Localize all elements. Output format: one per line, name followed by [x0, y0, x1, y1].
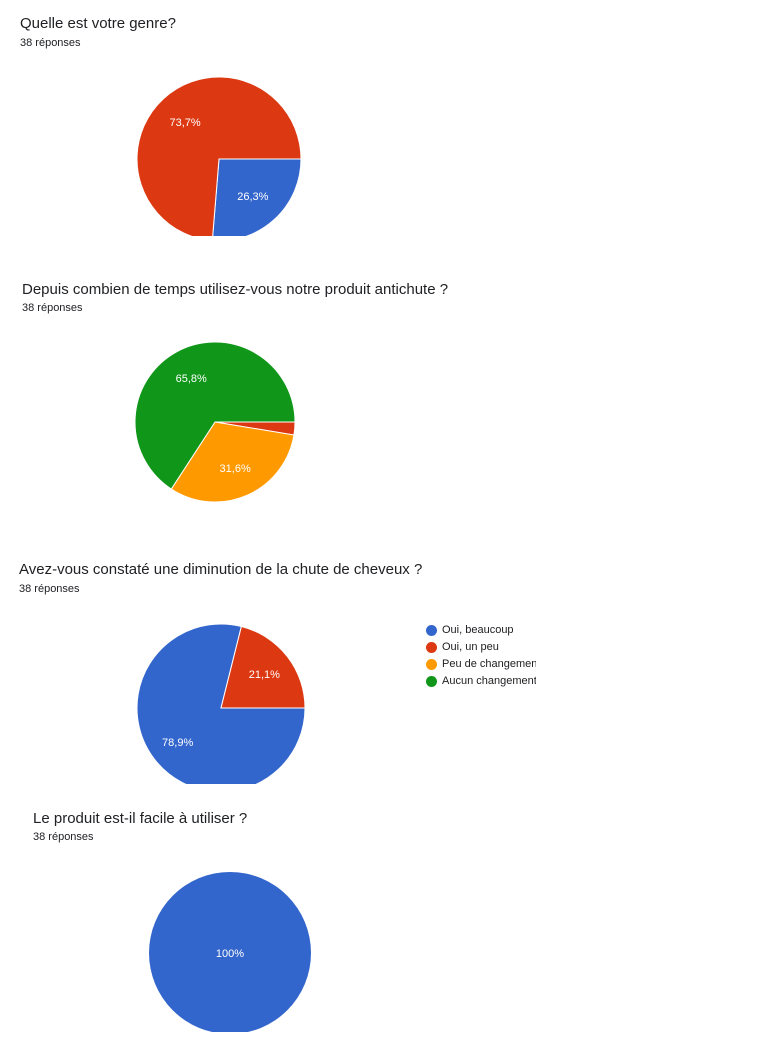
legend-label: Oui, un peu — [442, 641, 499, 653]
legend-dot-icon — [426, 676, 437, 687]
pie-chart: 31,6% 65,8% — [134, 341, 296, 503]
pie-chart: 100% — [149, 872, 311, 1032]
legend-dot-icon — [426, 659, 437, 670]
question-title: Quelle est votre genre? — [20, 15, 176, 32]
question-title: Le produit est-il facile à utiliser ? — [33, 810, 248, 827]
pie-slice-1[interactable] — [212, 158, 302, 236]
legend-item[interactable]: Peu de changement — [426, 656, 536, 673]
slice-label: 73,7% — [170, 117, 201, 129]
legend: Oui, beaucoup Oui, un peu Peu de changemen… — [426, 622, 536, 690]
question-title: Avez-vous constaté une diminution de la … — [19, 561, 423, 578]
response-count: 38 réponses — [33, 831, 94, 843]
chart-block-diminution: Avez-vous constaté une diminution de la … — [0, 542, 768, 784]
legend-item[interactable]: Oui, un peu — [426, 639, 536, 656]
slice-label: 31,6% — [220, 463, 251, 475]
pie-slice-2[interactable] — [136, 76, 302, 236]
response-count: 38 réponses — [20, 37, 81, 49]
legend-item[interactable]: Oui, beaucoup — [426, 622, 536, 639]
legend-label: Peu de changement — [442, 658, 536, 670]
pie-slice-2[interactable] — [220, 625, 306, 709]
pie-slice-1[interactable] — [136, 623, 306, 784]
chart-block-genre: Quelle est votre genre? 38 réponses 26,3… — [0, 0, 768, 236]
question-title: Depuis combien de temps utilisez-vous no… — [22, 281, 449, 298]
pie-slice-4[interactable] — [134, 341, 296, 490]
legend-dot-icon — [426, 625, 437, 636]
pie-slice-1[interactable] — [149, 872, 311, 1032]
pie-slice-3[interactable] — [170, 421, 295, 503]
chart-block-duree: Depuis combien de temps utilisez-vous no… — [0, 262, 768, 512]
legend-label: Aucun changement — [442, 675, 536, 687]
slice-label: 21,1% — [249, 669, 280, 681]
legend-dot-icon — [426, 642, 437, 653]
slice-label: 26,3% — [237, 191, 268, 203]
slice-label: 65,8% — [176, 373, 207, 385]
slice-label: 100% — [216, 948, 244, 960]
response-count: 38 réponses — [19, 583, 80, 595]
legend-label: Oui, beaucoup — [442, 624, 514, 636]
pie-chart: 26,3% 73,7% — [136, 76, 302, 236]
chart-block-facilite: Le produit est-il facile à utiliser ? 38… — [0, 792, 768, 1032]
legend-item[interactable]: Aucun changement — [426, 673, 536, 690]
slice-label: 78,9% — [162, 737, 193, 749]
response-count: 38 réponses — [22, 302, 83, 314]
pie-chart: 78,9% 21,1% — [136, 623, 306, 784]
